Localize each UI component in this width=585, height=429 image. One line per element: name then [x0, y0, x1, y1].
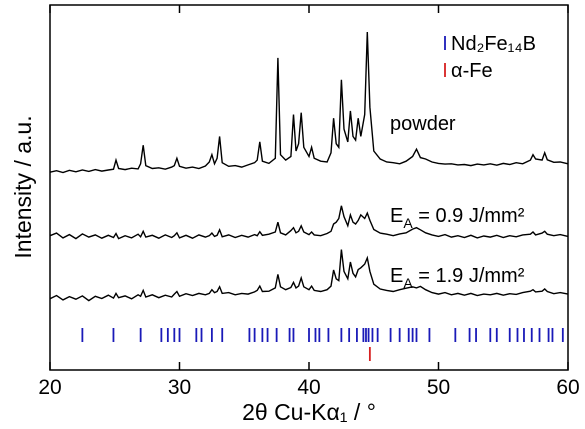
- x-tick-label: 30: [168, 376, 191, 399]
- series-label-part: A: [403, 275, 413, 291]
- y-axis-label: Intensity / a.u.: [10, 115, 36, 258]
- legend-label: Nd₂Fe₁₄B: [451, 33, 536, 55]
- series-line: [49, 205, 569, 240]
- legend-label: α-Fe: [451, 60, 493, 82]
- series-line: [49, 31, 569, 174]
- series-label: EA = 0.9 J/mm²: [390, 205, 525, 231]
- series-label: powder: [390, 113, 456, 135]
- series-label-part: powder: [390, 113, 456, 135]
- series-label: EA = 1.9 J/mm²: [390, 265, 525, 291]
- x-tick-label: 60: [556, 376, 579, 399]
- series-label-part: A: [403, 215, 413, 231]
- x-tick-label: 40: [297, 376, 320, 399]
- x-tick-label: 20: [38, 376, 61, 399]
- x-tick-label: 50: [427, 376, 450, 399]
- series-line: [49, 249, 569, 302]
- series-label-part: E: [390, 205, 403, 227]
- x-axis-label: 2θ Cu-Kα₁ / °: [242, 399, 376, 425]
- series-label-part: E: [390, 265, 403, 287]
- series-label-part: = 1.9 J/mm²: [413, 265, 525, 287]
- series-label-part: = 0.9 J/mm²: [413, 205, 525, 227]
